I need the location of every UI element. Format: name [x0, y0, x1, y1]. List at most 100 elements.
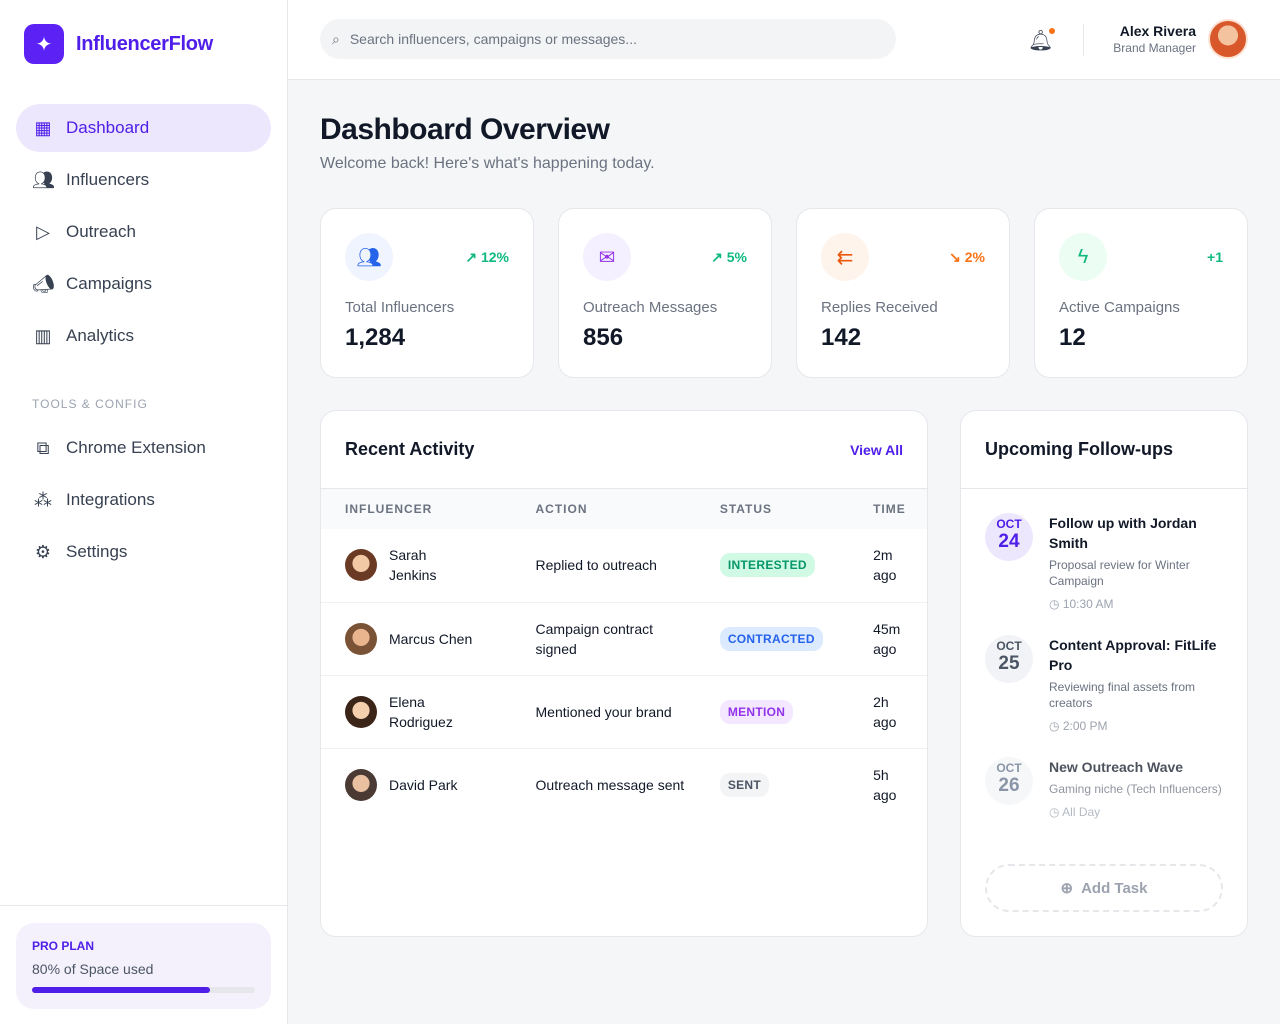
followup-item[interactable]: OCT 25 Content Approval: FitLife Pro Revie…: [961, 635, 1247, 733]
sidebar-item-outreach[interactable]: ▷ Outreach: [16, 208, 271, 256]
influencer-name: Marcus Chen: [389, 630, 473, 647]
month: OCT: [996, 517, 1022, 531]
action-text: Replied to outreach: [511, 529, 696, 603]
search-bar[interactable]: ⌕: [320, 19, 896, 59]
time-text: 2h ago: [849, 675, 927, 749]
send-icon: ▷: [36, 221, 50, 242]
stat-value: 1,284: [345, 324, 406, 351]
view-all-link[interactable]: View All: [850, 441, 903, 458]
avatar: [345, 549, 377, 582]
clock-icon: ◷: [1049, 597, 1060, 611]
add-task-label: Add Task: [1081, 879, 1148, 897]
user-menu[interactable]: Alex Rivera Brand Manager: [1113, 19, 1248, 59]
topbar: ⌕ 🔔︎ Alex Rivera Brand Manager: [288, 0, 1280, 80]
stat-label: Total Influencers: [345, 299, 455, 316]
influencer-name: Elena Rodriguez: [389, 693, 453, 730]
logo[interactable]: ✦ InfluencerFlow: [24, 24, 213, 64]
notification-bell-icon[interactable]: 🔔︎: [1028, 28, 1056, 52]
followup-time: ◷ 2:00 PM: [1049, 719, 1223, 733]
status-badge: CONTRACTED: [719, 626, 823, 651]
action-text: Campaign contract signed: [511, 602, 696, 676]
time-text: All Day: [1062, 805, 1101, 819]
sidebar-item-settings[interactable]: ⚙ Settings: [16, 528, 271, 576]
followup-title: New Outreach Wave: [1049, 759, 1184, 775]
chart-icon: ▥: [34, 325, 52, 346]
sidebar: ✦ InfluencerFlow ▦ Dashboard 👥︎ Influencer…: [0, 0, 288, 1024]
search-input[interactable]: [349, 31, 850, 47]
notification-dot: [1049, 28, 1056, 34]
change-value: 2%: [964, 249, 985, 265]
main-nav: ▦ Dashboard 👥︎ Influencers ▷ Outreach 📣︎ Cam…: [16, 104, 271, 364]
avatar: [345, 622, 377, 655]
stat-card-influencers: 👥︎ ↗ 12% Total Influencers 1,284: [320, 208, 534, 378]
user-role: Brand Manager: [1113, 41, 1196, 55]
sidebar-item-integrations[interactable]: ⁂ Integrations: [16, 476, 271, 524]
usage-bar: [32, 987, 255, 993]
followup-item[interactable]: OCT 26 New Outreach Wave Gaming niche (Tec…: [961, 757, 1247, 819]
sidebar-item-analytics[interactable]: ▥ Analytics: [16, 312, 271, 360]
column-header: STATUS: [695, 489, 850, 529]
column-header: INFLUENCER: [321, 489, 512, 529]
change-value: 12%: [480, 249, 509, 265]
reply-all-icon: ⇇: [821, 233, 869, 281]
puzzle-icon: ⧉: [36, 437, 50, 458]
change-value: 5%: [726, 249, 747, 265]
recent-activity-panel: Recent Activity View All INFLUENCER ACTION…: [320, 410, 928, 937]
sidebar-item-influencers[interactable]: 👥︎ Influencers: [16, 156, 271, 204]
mail-forward-icon: ✉: [583, 233, 631, 281]
time-text: 2:00 PM: [1062, 719, 1108, 733]
action-text: Mentioned your brand: [511, 675, 696, 749]
avatar: [345, 695, 377, 728]
sidebar-item-dashboard[interactable]: ▦ Dashboard: [16, 104, 271, 152]
influencer-name: Sarah Jenkins: [389, 547, 437, 584]
panel-title: Recent Activity: [345, 439, 475, 459]
avatar: [345, 768, 377, 801]
sidebar-item-campaigns[interactable]: 📣︎ Campaigns: [16, 260, 271, 308]
day: 24: [998, 531, 1020, 552]
time-text: 5h ago: [873, 766, 897, 803]
plan-section: PRO PLAN 80% of Space used: [0, 905, 287, 1024]
usage-bar-fill: [32, 987, 211, 993]
stat-change: +1: [1207, 249, 1223, 265]
column-header: ACTION: [511, 489, 696, 529]
app-name: InfluencerFlow: [76, 32, 213, 55]
stat-card-outreach: ✉ ↗ 5% Outreach Messages 856: [558, 208, 772, 378]
section-label: TOOLS & CONFIG: [32, 397, 148, 411]
stat-value: 856: [583, 324, 624, 351]
clock-icon: ◷: [1049, 719, 1060, 733]
dashboard-icon: ▦: [34, 117, 52, 138]
table-row[interactable]: David Park Outreach message sent SENT 5h ag…: [321, 748, 927, 821]
date-badge: OCT 24: [985, 513, 1033, 561]
search-icon: ⌕: [332, 30, 340, 47]
table-row[interactable]: Marcus Chen Campaign contract signed CONTR…: [321, 602, 927, 676]
influencer-name: David Park: [389, 776, 458, 793]
status-badge: SENT: [719, 772, 770, 797]
stat-value: 142: [821, 324, 862, 351]
date-badge: OCT 25: [985, 635, 1033, 683]
table-row[interactable]: Elena Rodriguez Mentioned your brand MENTI…: [321, 675, 927, 749]
tools-nav: ⧉ Chrome Extension ⁂ Integrations ⚙ Setting…: [16, 424, 271, 580]
stat-change: ↘ 2%: [949, 249, 985, 265]
users-icon: 👥︎: [345, 233, 393, 281]
stat-value: 12: [1059, 324, 1086, 351]
avatar: [1208, 19, 1248, 59]
date-badge: OCT 26: [985, 757, 1033, 805]
divider: [1083, 24, 1084, 56]
followup-title: Content Approval: FitLife Pro: [1049, 637, 1217, 673]
nav-label: Integrations: [66, 490, 155, 509]
followup-item[interactable]: OCT 24 Follow up with Jordan Smith Proposa…: [961, 513, 1247, 611]
day: 26: [998, 775, 1020, 796]
table-row[interactable]: Sarah Jenkins Replied to outreach INTEREST…: [321, 529, 927, 603]
followup-desc: Gaming niche (Tech Influencers): [1049, 782, 1222, 796]
sidebar-item-chrome-extension[interactable]: ⧉ Chrome Extension: [16, 424, 271, 472]
plan-title: PRO PLAN: [32, 939, 95, 953]
users-icon: 👥︎: [32, 169, 55, 190]
add-task-button[interactable]: ⊕ Add Task: [985, 864, 1223, 912]
plus-circle-icon: ⊕: [1060, 880, 1074, 897]
followup-desc: Proposal review for Winter Campaign: [1049, 558, 1190, 588]
stat-change: ↗ 12%: [465, 249, 509, 265]
megaphone-icon: 📣︎: [32, 273, 55, 294]
month: OCT: [996, 639, 1022, 653]
time-text: 45m ago: [849, 602, 927, 676]
nav-label: Settings: [66, 542, 128, 561]
